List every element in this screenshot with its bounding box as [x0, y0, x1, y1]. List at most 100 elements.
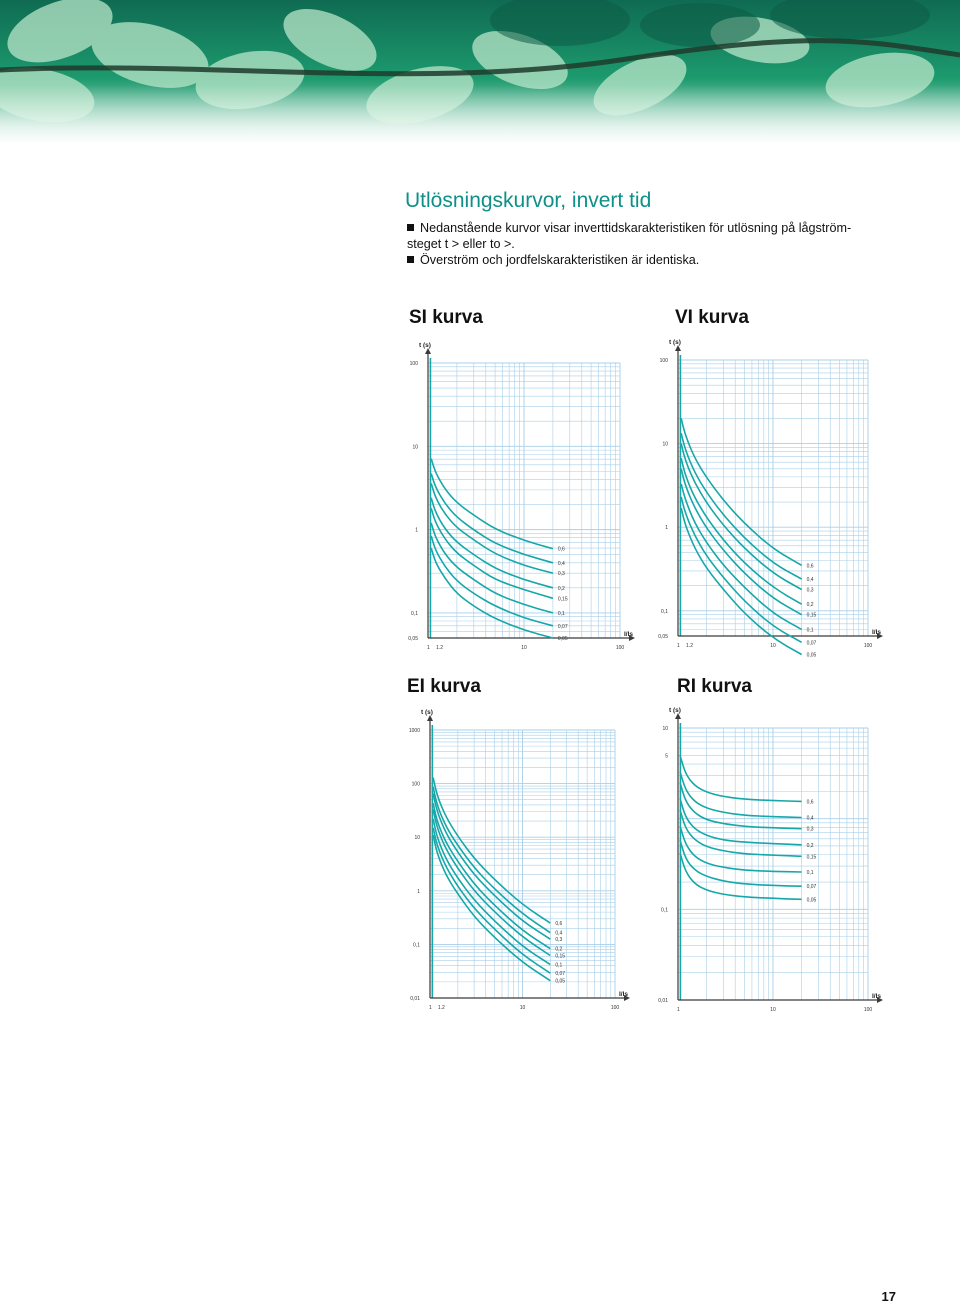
y-tick-label: 0,1 — [411, 611, 418, 617]
curve-label: 0,2 — [807, 602, 814, 608]
curve-0-2 — [432, 803, 551, 950]
curve-0-05 — [679, 852, 802, 901]
curve-label: 0,4 — [807, 577, 814, 583]
y-axis-label: t (s) — [419, 342, 431, 349]
curve-0-3 — [679, 782, 802, 830]
curve-0-15 — [679, 809, 802, 858]
x-tick-label: 100 — [864, 643, 873, 649]
curve-0-2 — [679, 798, 802, 846]
y-axis-arrow-icon — [675, 713, 681, 719]
curve-0-05 — [430, 547, 554, 639]
x-tick-label: 1 — [427, 645, 430, 651]
curve-0-2 — [430, 497, 554, 589]
bullet-text-1: Nedanstående kurvor visar inverttidskara… — [420, 221, 852, 235]
curve-0-4 — [430, 473, 554, 564]
y-tick-label: 0,1 — [661, 907, 668, 913]
y-tick-label: 1000 — [409, 728, 420, 734]
y-axis-arrow-icon — [675, 345, 681, 351]
curve-label: 0,1 — [807, 870, 814, 876]
grid — [429, 729, 616, 999]
curve-0-1 — [679, 825, 802, 873]
curve-0-6 — [680, 418, 802, 566]
curve-0-05 — [432, 834, 551, 982]
curve-label: 0,6 — [807, 563, 814, 569]
fern-banner-image — [0, 0, 960, 142]
y-tick-label: 100 — [410, 361, 419, 367]
y-axis-arrow-icon — [427, 715, 433, 721]
curve-label: 0,05 — [555, 979, 565, 985]
x-axis-label: I/Is — [619, 991, 628, 998]
x-tick-label: 1 — [677, 643, 680, 649]
y-tick-label: 5 — [665, 753, 668, 759]
curve-0-05 — [680, 507, 802, 656]
y-tick-label: 0,05 — [658, 634, 668, 640]
y-tick-label: 100 — [660, 358, 669, 364]
curve-label: 0,07 — [558, 624, 568, 630]
y-tick-label: 10 — [662, 726, 668, 732]
curve-0-1 — [430, 522, 554, 614]
curve-label: 0,15 — [558, 596, 568, 602]
chart-heading-vi: VI kurva — [675, 307, 749, 328]
ei-curve-chart: t (s) I/Is 0,01 0,1 1 10 100 1000 1 1.2 10 100 0,6 0,… — [409, 709, 630, 1011]
curve-0-3 — [430, 483, 554, 574]
x-axis-arrow-icon — [624, 995, 630, 1001]
curve-label: 0,4 — [807, 816, 814, 822]
curve-label: 0,4 — [555, 931, 562, 937]
curve-0-3 — [432, 793, 551, 940]
y-tick-label: 1 — [415, 528, 418, 534]
curve-label: 0,07 — [807, 640, 817, 646]
curve-0-4 — [679, 771, 802, 819]
y-tick-label: 0,05 — [408, 636, 418, 642]
curve-label: 0,2 — [558, 586, 565, 592]
page-title: Utlösningskurvor, invert tid — [405, 189, 652, 212]
y-tick-label: 10 — [414, 835, 420, 841]
x-axis-label: I/Is — [872, 629, 881, 636]
curve-0-4 — [432, 786, 551, 934]
x-tick-label: 10 — [770, 1007, 776, 1013]
chart-heading-si: SI kurva — [409, 307, 483, 328]
curve-0-15 — [432, 809, 551, 957]
curve-0-07 — [679, 839, 802, 887]
y-tick-label: 0,1 — [413, 942, 420, 948]
x-tick-label: 1.2 — [686, 643, 693, 649]
curve-label: 0,1 — [555, 963, 562, 969]
x-tick-label: 1 — [429, 1005, 432, 1011]
curve-label: 0,05 — [558, 636, 568, 642]
grid — [427, 362, 621, 639]
curve-label: 0,1 — [558, 611, 565, 617]
curve-label: 0,6 — [555, 921, 562, 927]
curve-0-07 — [430, 535, 554, 627]
curve-label: 0,07 — [555, 971, 565, 977]
grid — [677, 727, 869, 1001]
x-axis-arrow-icon — [877, 997, 883, 1003]
chart-heading-ei: EI kurva — [407, 676, 481, 697]
y-tick-label: 0,01 — [410, 996, 420, 1002]
grid — [677, 359, 869, 637]
curve-label: 0,3 — [555, 937, 562, 943]
curve-label: 0,2 — [555, 947, 562, 953]
curve-0-15 — [680, 468, 802, 616]
curve-label: 0,3 — [558, 571, 565, 577]
bullet-text-2: Överström och jordfelskarakteristiken är… — [420, 253, 700, 267]
curve-0-6 — [679, 755, 802, 803]
curve-label: 0,2 — [807, 843, 814, 849]
y-tick-label: 1 — [417, 889, 420, 895]
curve-label: 0,05 — [807, 653, 817, 659]
y-axis-label: t (s) — [669, 339, 681, 346]
curve-label: 0,4 — [558, 561, 565, 567]
x-tick-label: 100 — [864, 1007, 873, 1013]
curve-label: 0,3 — [807, 827, 814, 833]
curve-0-6 — [430, 458, 554, 550]
curve-0-2 — [680, 458, 803, 605]
fern-illustration — [0, 0, 960, 142]
x-tick-label: 10 — [770, 643, 776, 649]
curve-label: 0,15 — [807, 613, 817, 619]
x-tick-label: 1.2 — [438, 1005, 445, 1011]
bullet-item-1: Nedanstående kurvor visar inverttidskara… — [407, 220, 851, 236]
bullet-item-1-continued: steget t > eller to >. — [407, 236, 515, 252]
y-tick-label: 100 — [412, 782, 421, 788]
x-axis-label: I/Is — [872, 993, 881, 1000]
curve-0-15 — [430, 508, 554, 600]
x-axis-label: I/Is — [624, 631, 633, 638]
